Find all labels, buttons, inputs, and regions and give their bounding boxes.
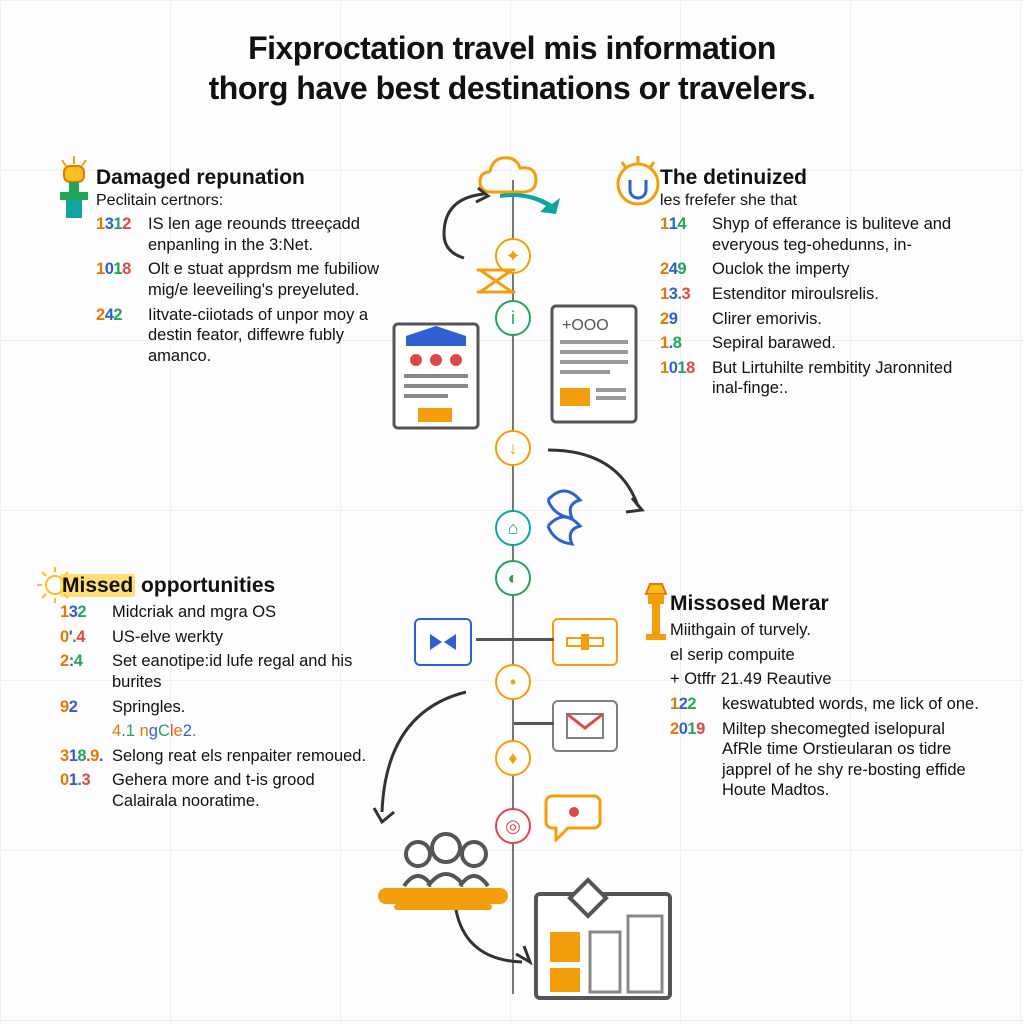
building-icon <box>528 876 678 1006</box>
list-item: 4.1 ngCle2. <box>60 721 372 742</box>
item-number: 249 <box>660 259 704 280</box>
item-text: Set eanotipe:id lufe regal and his burit… <box>112 651 372 692</box>
section-subtitle: Peclitain certnors: <box>96 192 392 210</box>
item-number: 2:4 <box>60 651 104 692</box>
item-text: Iitvate-ciiotads of unpor moy a destin f… <box>148 305 392 367</box>
item-text: Miltep shecomegted iselopural AfRle time… <box>722 719 980 802</box>
item-text: Gehera more and t-is grood Calairala noo… <box>112 770 372 811</box>
section-damaged-reputation: Damaged repunation Peclitain certnors: 131… <box>96 166 392 366</box>
list-item: 1312IS len age reounds ttreeçadd enpanli… <box>96 214 392 255</box>
timeline-node: ↓ <box>495 430 531 466</box>
item-text: Olt e stuat apprdsm me fubiliow mig/e le… <box>148 259 392 300</box>
item-number: 122 <box>670 694 714 715</box>
list-item: 1018But Lirtuhilte rembitity Jaronnited … <box>660 358 970 399</box>
item-text: keswatubted words, me lick of one. <box>722 694 980 715</box>
arrow-down-left-icon <box>366 686 476 846</box>
list-item: 1.8 Sepiral barawed. <box>660 333 970 354</box>
list-item: 0'.4 US-elve werkty <box>60 627 372 648</box>
section-lead-line: el serip compuite <box>670 645 980 666</box>
item-number: 1018 <box>660 358 704 399</box>
arrow-curve-right-icon <box>540 442 650 532</box>
item-text: Sepiral barawed. <box>712 333 970 354</box>
mail-square-icon <box>552 700 618 752</box>
section-title: The detinuized <box>660 166 970 190</box>
arrow-curl-left-icon <box>428 184 498 264</box>
list-item: 318.9. Selong reat els renpaiter remoued. <box>60 746 372 767</box>
list-item: 01.3Gehera more and t-is grood Calairala… <box>60 770 372 811</box>
section-title: Missosed Merar <box>670 592 980 616</box>
svg-text:+OOO: +OOO <box>562 317 609 334</box>
list-item: 1018Olt e stuat apprdsm me fubiliow mig/… <box>96 259 392 300</box>
item-number: 2019 <box>670 719 714 802</box>
timeline-node: • <box>495 664 531 700</box>
section-lead: 114Shyp of efferance is buliteve and eve… <box>660 214 970 255</box>
list-item: 2:4Set eanotipe:id lufe regal and his bu… <box>60 651 372 692</box>
item-text: Clirer emorivis. <box>712 309 970 330</box>
bowtie-square-icon <box>414 618 472 666</box>
item-text: US-elve werkty <box>112 627 372 648</box>
connector-2 <box>514 722 554 726</box>
list-item: 122 keswatubted words, me lick of one. <box>670 694 980 715</box>
item-number: 318.9. <box>60 746 104 767</box>
item-text: Springles. <box>112 697 372 718</box>
list-item: 29 Clirer emorivis. <box>660 309 970 330</box>
item-number: 1312 <box>96 214 140 255</box>
item-number: 01.3 <box>60 770 104 811</box>
list-item: 92 Springles. <box>60 697 372 718</box>
list-item: 132 Midcriak and mgra OS <box>60 602 372 623</box>
list-item: 2019Miltep shecomegted iselopural AfRle … <box>670 719 980 802</box>
section-lead-line: + Otffr 21.49 Reautive <box>670 669 980 690</box>
checklist-doc-icon: +OOO <box>544 300 644 428</box>
item-number: 132 <box>60 602 104 623</box>
spark-circle-icon <box>610 154 666 210</box>
timeline-node: i <box>495 300 531 336</box>
trophy-light-icon <box>52 154 96 224</box>
connector-1 <box>476 638 554 642</box>
section-missosed-merar: Missosed Merar Miithgain of turvely. el se… <box>670 592 980 801</box>
slider-square-icon <box>552 618 618 666</box>
timeline-node: ◐ <box>495 560 531 596</box>
section-subtitle: les frefefer she that <box>660 192 970 210</box>
item-text: But Lirtuhilte rembitity Jaronnited inal… <box>712 358 970 399</box>
item-text: Midcriak and mgra OS <box>112 602 372 623</box>
list-item: 13.3 Estenditor miroulsrelis. <box>660 284 970 305</box>
timeline-node: ⌂ <box>495 510 531 546</box>
list-item: 242Iitvate-ciiotads of unpor moy a desti… <box>96 305 392 367</box>
item-number: 13.3 <box>660 284 704 305</box>
section-title: Damaged repunation <box>96 166 392 190</box>
storefront-doc-icon <box>388 314 484 434</box>
item-text: 4.1 ngCle2. <box>112 721 372 742</box>
item-number: 92 <box>60 697 104 718</box>
item-number: 1.8 <box>660 333 704 354</box>
item-text: IS len age reounds ttreeçadd enpanling i… <box>148 214 392 255</box>
item-number: 242 <box>96 305 140 367</box>
hourglass-icon <box>474 266 518 296</box>
speech-bubble-icon <box>544 790 602 842</box>
item-text: Estenditor miroulsrelis. <box>712 284 970 305</box>
item-number: 29 <box>660 309 704 330</box>
list-item: 249 Ouclok the imperty <box>660 259 970 280</box>
item-number: 0'.4 <box>60 627 104 648</box>
item-text: Ouclok the imperty <box>712 259 970 280</box>
item-number: 1018 <box>96 259 140 300</box>
item-number <box>60 721 104 742</box>
item-text: Selong reat els renpaiter remoued. <box>112 746 372 767</box>
section-lead-line: Miithgain of turvely. <box>670 620 980 641</box>
infographic-canvas: ✦i↓⌂◐•♦◎ +OOO <box>0 0 1024 1024</box>
timeline-node: ♦ <box>495 740 531 776</box>
section-detinuized: The detinuized les frefefer she that 114Sh… <box>660 166 970 399</box>
arrow-to-building-icon <box>446 902 536 972</box>
section-missed-opportunities: Missed opportunities 132 Midcriak and mgra… <box>60 574 372 812</box>
section-title: Missed opportunities <box>60 574 372 598</box>
